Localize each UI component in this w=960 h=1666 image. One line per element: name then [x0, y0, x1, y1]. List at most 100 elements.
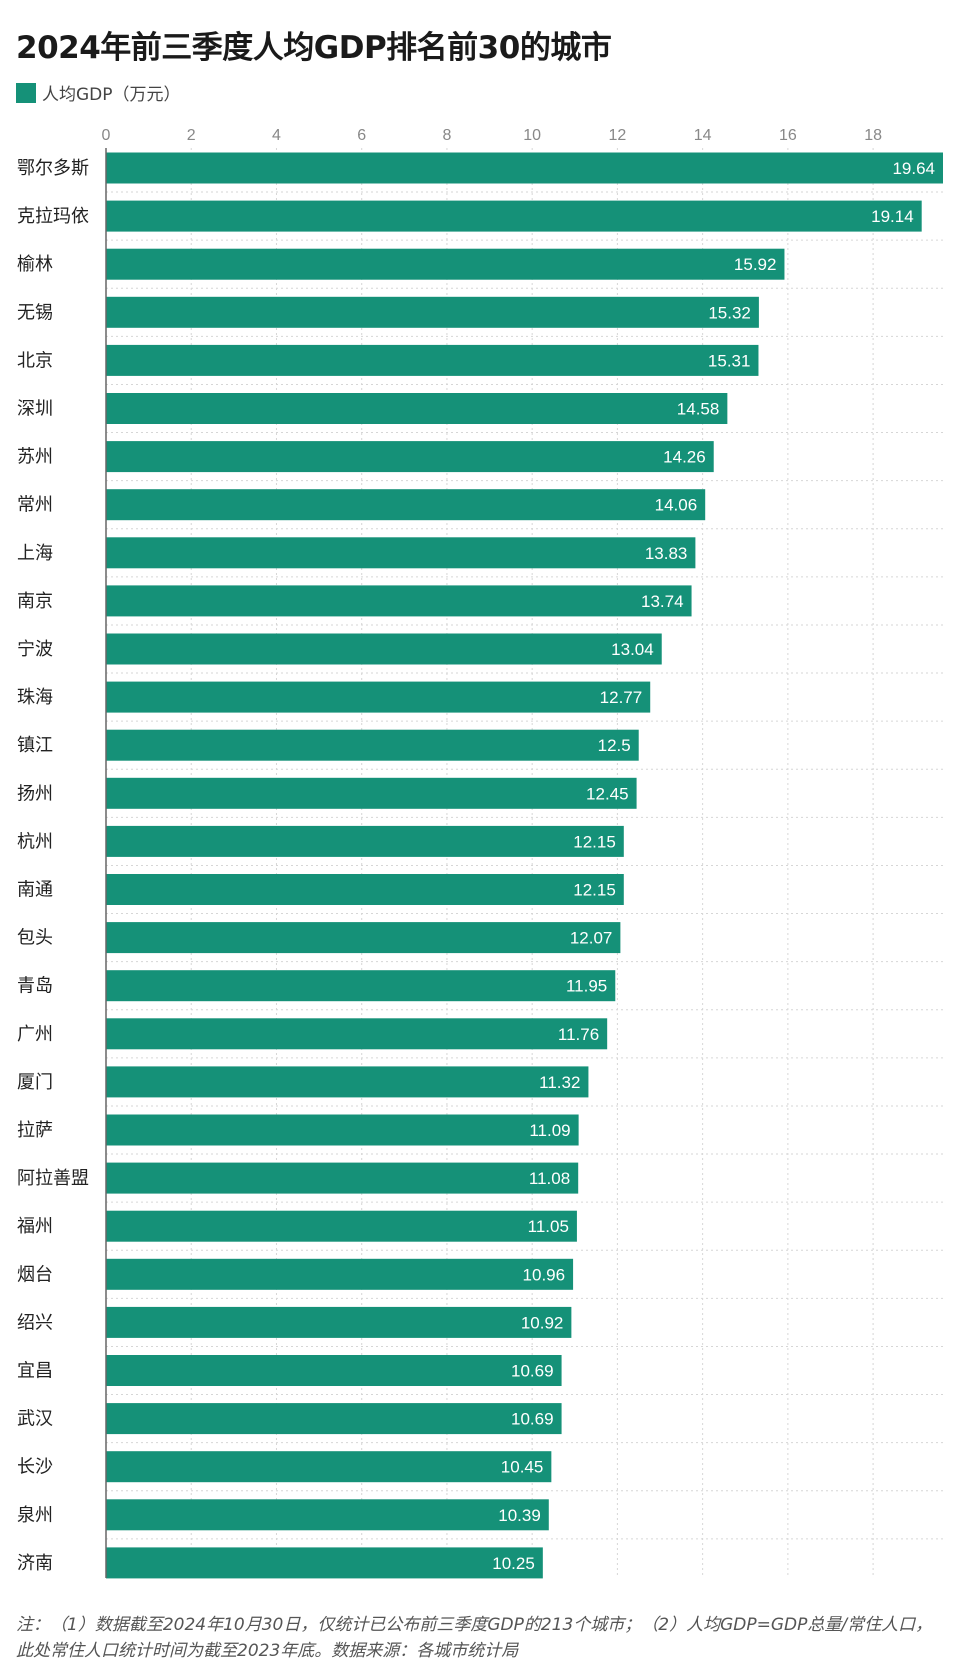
value-label: 15.31	[708, 351, 751, 370]
bar	[106, 777, 637, 809]
bar	[106, 296, 759, 328]
value-label: 10.69	[511, 1410, 554, 1429]
bar	[106, 344, 759, 376]
legend-swatch	[16, 82, 36, 103]
bar	[106, 1258, 574, 1290]
category-label: 包头	[17, 928, 53, 949]
bar	[106, 1499, 549, 1531]
category-label: 福州	[17, 1216, 53, 1237]
x-tick-label: 10	[523, 127, 541, 144]
category-label: 南通	[17, 880, 53, 901]
bar	[106, 441, 714, 473]
bar	[106, 970, 616, 1002]
category-label: 杭州	[17, 831, 53, 852]
x-tick-label: 4	[272, 127, 281, 144]
value-label: 10.96	[523, 1265, 566, 1284]
value-label: 11.08	[529, 1169, 570, 1188]
bar	[106, 681, 651, 713]
category-label: 克拉玛依	[17, 206, 89, 227]
value-label: 15.32	[708, 303, 751, 322]
value-label: 11.32	[539, 1073, 580, 1092]
category-label: 烟台	[17, 1264, 53, 1285]
category-label: 无锡	[17, 302, 53, 323]
value-label: 19.14	[871, 207, 914, 226]
bar	[106, 1066, 589, 1098]
bar	[106, 1162, 579, 1194]
value-label: 13.04	[611, 640, 654, 659]
category-label: 武汉	[17, 1409, 53, 1430]
x-tick-label: 0	[102, 127, 111, 144]
legend-label: 人均GDP（万元）	[42, 85, 181, 105]
bar	[106, 152, 943, 184]
category-label: 北京	[17, 350, 53, 371]
bar-chart: 0 2 4 6 8 10 12 14 16 18 鄂尔多斯 19.64 克拉玛依 19.14 榆林 15.92…	[17, 127, 943, 1579]
category-label: 苏州	[17, 447, 53, 468]
bar	[106, 1306, 572, 1338]
x-tick-label: 6	[357, 127, 366, 144]
value-label: 13.83	[645, 544, 688, 563]
x-tick-label: 18	[864, 127, 882, 144]
x-tick-label: 14	[694, 127, 712, 144]
category-label: 榆林	[17, 254, 53, 275]
bar	[106, 537, 696, 569]
value-label: 19.64	[892, 159, 935, 178]
bar	[106, 489, 706, 521]
legend: 人均GDP（万元）	[16, 80, 181, 105]
bar	[106, 1355, 562, 1386]
category-label: 济南	[17, 1553, 53, 1574]
value-label: 10.69	[511, 1362, 554, 1381]
value-label: 12.5	[598, 736, 631, 755]
value-label: 10.45	[501, 1458, 544, 1477]
category-label: 长沙	[17, 1457, 53, 1478]
category-label: 镇江	[17, 735, 53, 756]
x-tick-label: 16	[779, 127, 797, 144]
value-label: 10.92	[521, 1313, 564, 1332]
value-label: 15.92	[734, 255, 777, 274]
value-label: 10.39	[498, 1506, 541, 1525]
bar	[106, 248, 785, 280]
bar	[106, 1547, 543, 1579]
bar	[106, 825, 624, 857]
category-label: 南京	[17, 591, 53, 612]
chart-title: 2024年前三季度人均GDP排名前30的城市	[16, 30, 612, 66]
value-label: 14.58	[677, 400, 720, 419]
category-label: 扬州	[17, 783, 53, 804]
category-label: 广州	[17, 1024, 53, 1045]
bar	[106, 1114, 579, 1146]
value-label: 11.05	[528, 1217, 569, 1236]
value-label: 12.77	[600, 688, 643, 707]
bar	[106, 585, 692, 617]
category-label: 绍兴	[17, 1312, 53, 1333]
category-label: 深圳	[17, 399, 53, 420]
value-label: 11.76	[558, 1025, 599, 1044]
x-tick-label: 2	[187, 127, 196, 144]
bar	[106, 922, 621, 954]
category-label: 泉州	[17, 1505, 53, 1526]
bar	[106, 1451, 552, 1483]
value-label: 12.15	[573, 832, 616, 851]
category-label: 拉萨	[17, 1120, 53, 1141]
category-label: 青岛	[17, 976, 53, 997]
category-label: 厦门	[17, 1072, 53, 1093]
value-label: 11.09	[529, 1121, 570, 1140]
category-label: 常州	[17, 495, 53, 516]
category-label: 宜昌	[17, 1361, 53, 1382]
value-label: 12.07	[570, 929, 613, 948]
x-tick-label: 8	[442, 127, 451, 144]
category-label: 珠海	[17, 687, 53, 708]
category-label: 宁波	[17, 639, 53, 660]
bar	[106, 200, 922, 232]
value-label: 14.06	[655, 496, 698, 515]
bar	[106, 633, 662, 665]
bar	[106, 1210, 577, 1242]
value-label: 12.15	[573, 881, 616, 900]
value-label: 12.45	[586, 784, 629, 803]
category-label: 鄂尔多斯	[17, 158, 89, 179]
footnote: 注：（1）数据截至2024年10月30日，仅统计已公布前三季度GDP的213个城…	[16, 1615, 933, 1661]
category-label: 阿拉善盟	[17, 1168, 89, 1189]
bar	[106, 393, 728, 424]
bar	[106, 729, 639, 761]
bar	[106, 1403, 562, 1435]
value-label: 11.95	[566, 977, 607, 996]
value-label: 13.74	[641, 592, 684, 611]
